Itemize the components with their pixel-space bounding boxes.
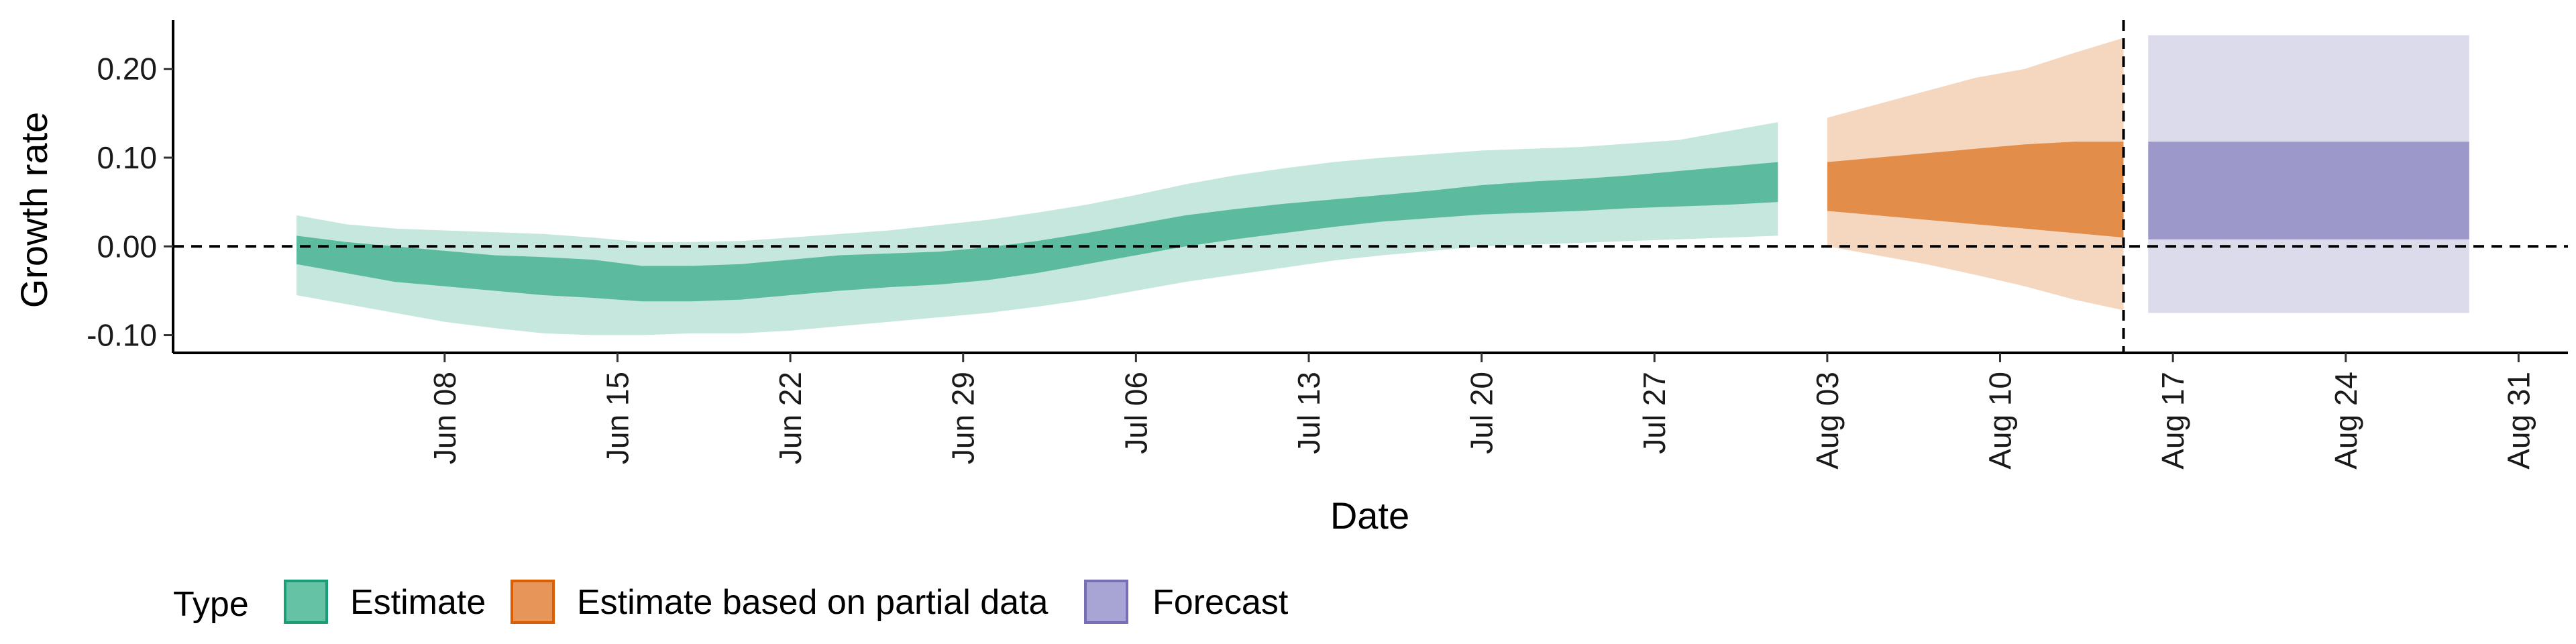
x-tick-label: Jul 20 — [1464, 372, 1499, 454]
legend-title: Type — [173, 585, 249, 624]
x-axis-title: Date — [1330, 494, 1409, 537]
y-tick-label: 0.00 — [97, 229, 157, 264]
ribbon-estimate-based-on-partial-data-50 — [1827, 142, 2124, 238]
x-tick-label: Jun 08 — [427, 372, 462, 464]
x-tick-label: Jul 27 — [1637, 372, 1672, 454]
x-tick-label: Jun 15 — [600, 372, 635, 464]
y-tick-label: 0.20 — [97, 52, 157, 87]
ribbon-estimate-90 — [297, 122, 1778, 335]
y-tick-label: 0.10 — [97, 140, 157, 175]
reference-lines — [173, 20, 2568, 353]
x-tick-label: Jul 13 — [1291, 372, 1326, 454]
x-tick-label: Aug 17 — [2155, 372, 2190, 470]
legend-label-forecast: Forecast — [1152, 583, 1289, 622]
legend-key-partial — [511, 580, 555, 624]
y-tick-label: -0.10 — [87, 318, 157, 353]
legend-key-forecast — [1084, 580, 1128, 624]
x-tick-label: Aug 10 — [1983, 372, 2018, 470]
x-tick-label: Jul 06 — [1118, 372, 1153, 454]
y-axis-title: Growth rate — [13, 112, 55, 309]
x-tick-label: Jun 22 — [773, 372, 808, 464]
legend-label-partial: Estimate based on partial data — [577, 583, 1049, 622]
axes-layer: -0.10 0.00 0.10 0.20 Jun 08 Jun 15 Jun 22 Jun 2… — [87, 20, 2568, 470]
x-tick-label: Jun 29 — [946, 372, 981, 464]
legend-key-estimate — [284, 580, 328, 624]
legend-label-estimate: Estimate — [350, 583, 486, 622]
legend: Type Estimate Estimate based on partial … — [173, 580, 1289, 624]
ribbon-forecast-50 — [2148, 142, 2469, 239]
ribbon-estimate-50 — [297, 162, 1778, 302]
x-tick-label: Aug 24 — [2328, 372, 2363, 470]
x-tick-label: Aug 31 — [2501, 372, 2536, 470]
x-tick-label: Aug 03 — [1810, 372, 1845, 470]
ribbons-layer — [297, 35, 2469, 335]
